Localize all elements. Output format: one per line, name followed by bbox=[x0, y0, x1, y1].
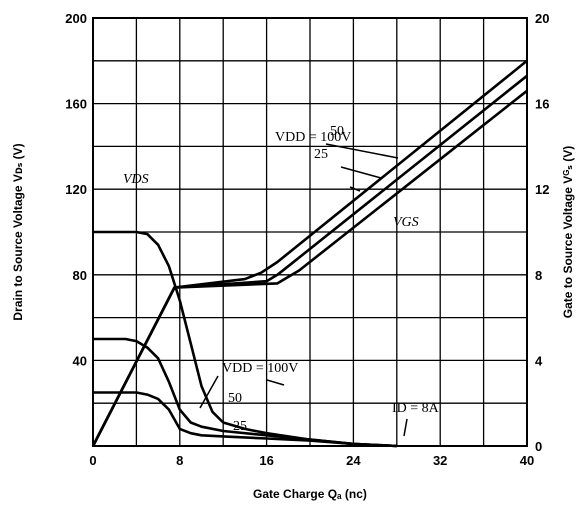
vgs-vdd-25-label: 25 bbox=[314, 147, 328, 162]
x-tick-label: 16 bbox=[259, 453, 273, 468]
x-tick-label: 0 bbox=[89, 453, 96, 468]
y-left-tick-label: 200 bbox=[65, 11, 87, 26]
vgs-label: VGS bbox=[393, 215, 419, 230]
grid bbox=[93, 18, 527, 446]
id-label: ID = 8A bbox=[392, 401, 440, 416]
annotation-leader-line bbox=[325, 143, 399, 159]
vgs-vdd-50-label: 50 bbox=[330, 124, 344, 139]
series-line-6 bbox=[91, 89, 528, 447]
y-right-tick-label: 20 bbox=[535, 11, 549, 26]
y-right-tick-label: 8 bbox=[535, 268, 542, 283]
tick-labels: 0 8 16 24 32 40 40 80 120 160 200 0 4 8 12 16 20 bbox=[65, 11, 549, 468]
vgs-vdd-100-label: VDD = 100V bbox=[275, 130, 351, 145]
vds-vdd-25-label: 25 bbox=[233, 419, 247, 434]
y-axis-right-label: Gate to Source Voltage Vᴳₛ (V) bbox=[561, 146, 575, 318]
y-right-tick-label: 12 bbox=[535, 182, 549, 197]
annotation-leaders bbox=[199, 143, 408, 437]
series-line-3 bbox=[93, 391, 397, 448]
y-left-tick-label: 160 bbox=[65, 97, 87, 112]
annotation-leader-line bbox=[199, 375, 219, 409]
x-tick-label: 8 bbox=[176, 453, 183, 468]
annotation-leader-line bbox=[403, 418, 408, 437]
annotation-leader-line bbox=[349, 186, 361, 192]
x-tick-label: 32 bbox=[433, 453, 447, 468]
annotation-leader-line bbox=[266, 379, 285, 386]
y-right-tick-label: 4 bbox=[535, 353, 543, 368]
y-left-tick-label: 80 bbox=[73, 268, 87, 283]
y-axis-left-label: Drain to Source Voltage Vᴅₛ (V) bbox=[11, 143, 25, 320]
y-left-tick-label: 40 bbox=[73, 353, 87, 368]
y-right-tick-label: 16 bbox=[535, 97, 549, 112]
x-axis-label: Gate Charge Qₐ (nc) bbox=[253, 487, 367, 501]
vds-vdd-100-label: VDD = 100V bbox=[222, 361, 298, 376]
x-tick-label: 40 bbox=[520, 453, 534, 468]
y-right-tick-label: 0 bbox=[535, 439, 542, 454]
vds-vdd-50-label: 50 bbox=[228, 391, 242, 406]
annotation-leader-line bbox=[340, 166, 382, 179]
vds-label: VDS bbox=[123, 172, 149, 187]
x-tick-label: 24 bbox=[346, 453, 361, 468]
y-left-tick-label: 120 bbox=[65, 182, 87, 197]
series-line-2 bbox=[93, 337, 397, 448]
series-line-1 bbox=[93, 230, 397, 448]
series-lines bbox=[91, 59, 528, 448]
